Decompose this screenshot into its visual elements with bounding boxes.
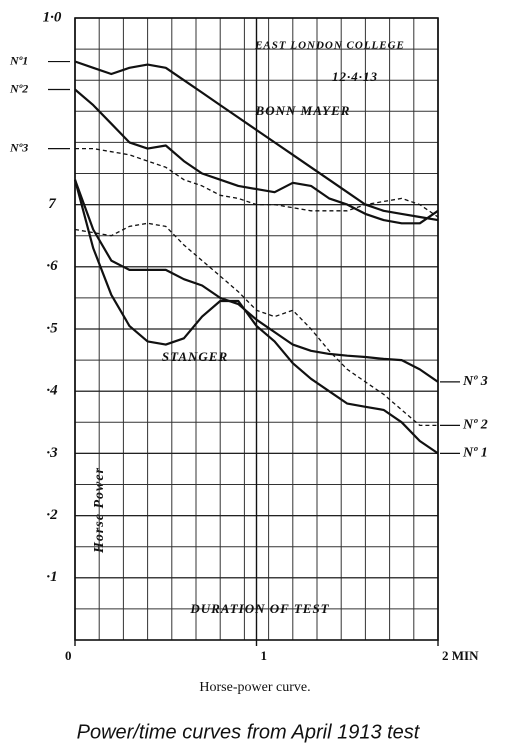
series-line <box>73 179 439 455</box>
y-tick-label: ·3 <box>46 445 58 461</box>
series-label: Nº 2 <box>462 418 488 433</box>
annotation: 12·4·13 <box>332 69 378 84</box>
x-axis-label: Horse-power curve. <box>199 680 310 695</box>
y-tick-label: ·1 <box>46 569 57 585</box>
plot-frame <box>74 17 439 641</box>
caption: Power/time curves from April 1913 test <box>77 721 421 743</box>
series-label: Nº 3 <box>462 374 488 389</box>
series-line <box>75 147 439 218</box>
annotation: Bonn Mayer <box>255 103 351 118</box>
y-tick-label: ·6 <box>46 258 58 274</box>
series-line <box>74 88 439 225</box>
series-line <box>74 222 438 427</box>
series-label: Nº2 <box>9 81 28 95</box>
annotation: East London College <box>254 40 405 52</box>
y-tick-label: ·4 <box>46 383 58 399</box>
x-tick-label: 2 MIN <box>442 648 479 663</box>
y-tick-label: 7 <box>48 196 56 212</box>
series-line <box>73 179 439 383</box>
y-tick-label: ·2 <box>46 507 58 523</box>
y-tick-label: ·5 <box>46 320 58 336</box>
series-label: Nº3 <box>9 140 28 154</box>
annotation: Stanger <box>162 349 228 364</box>
annotation: Duration of Test <box>189 601 329 616</box>
series-line <box>74 60 439 222</box>
series-label: Nº1 <box>9 53 28 67</box>
y-axis-label: Horse Power <box>92 467 107 554</box>
x-tick-label: 1 <box>261 648 268 663</box>
x-tick-label: 0 <box>65 648 72 663</box>
series-label: Nº 1 <box>462 446 488 461</box>
y-tick-label: 1·0 <box>43 9 62 25</box>
